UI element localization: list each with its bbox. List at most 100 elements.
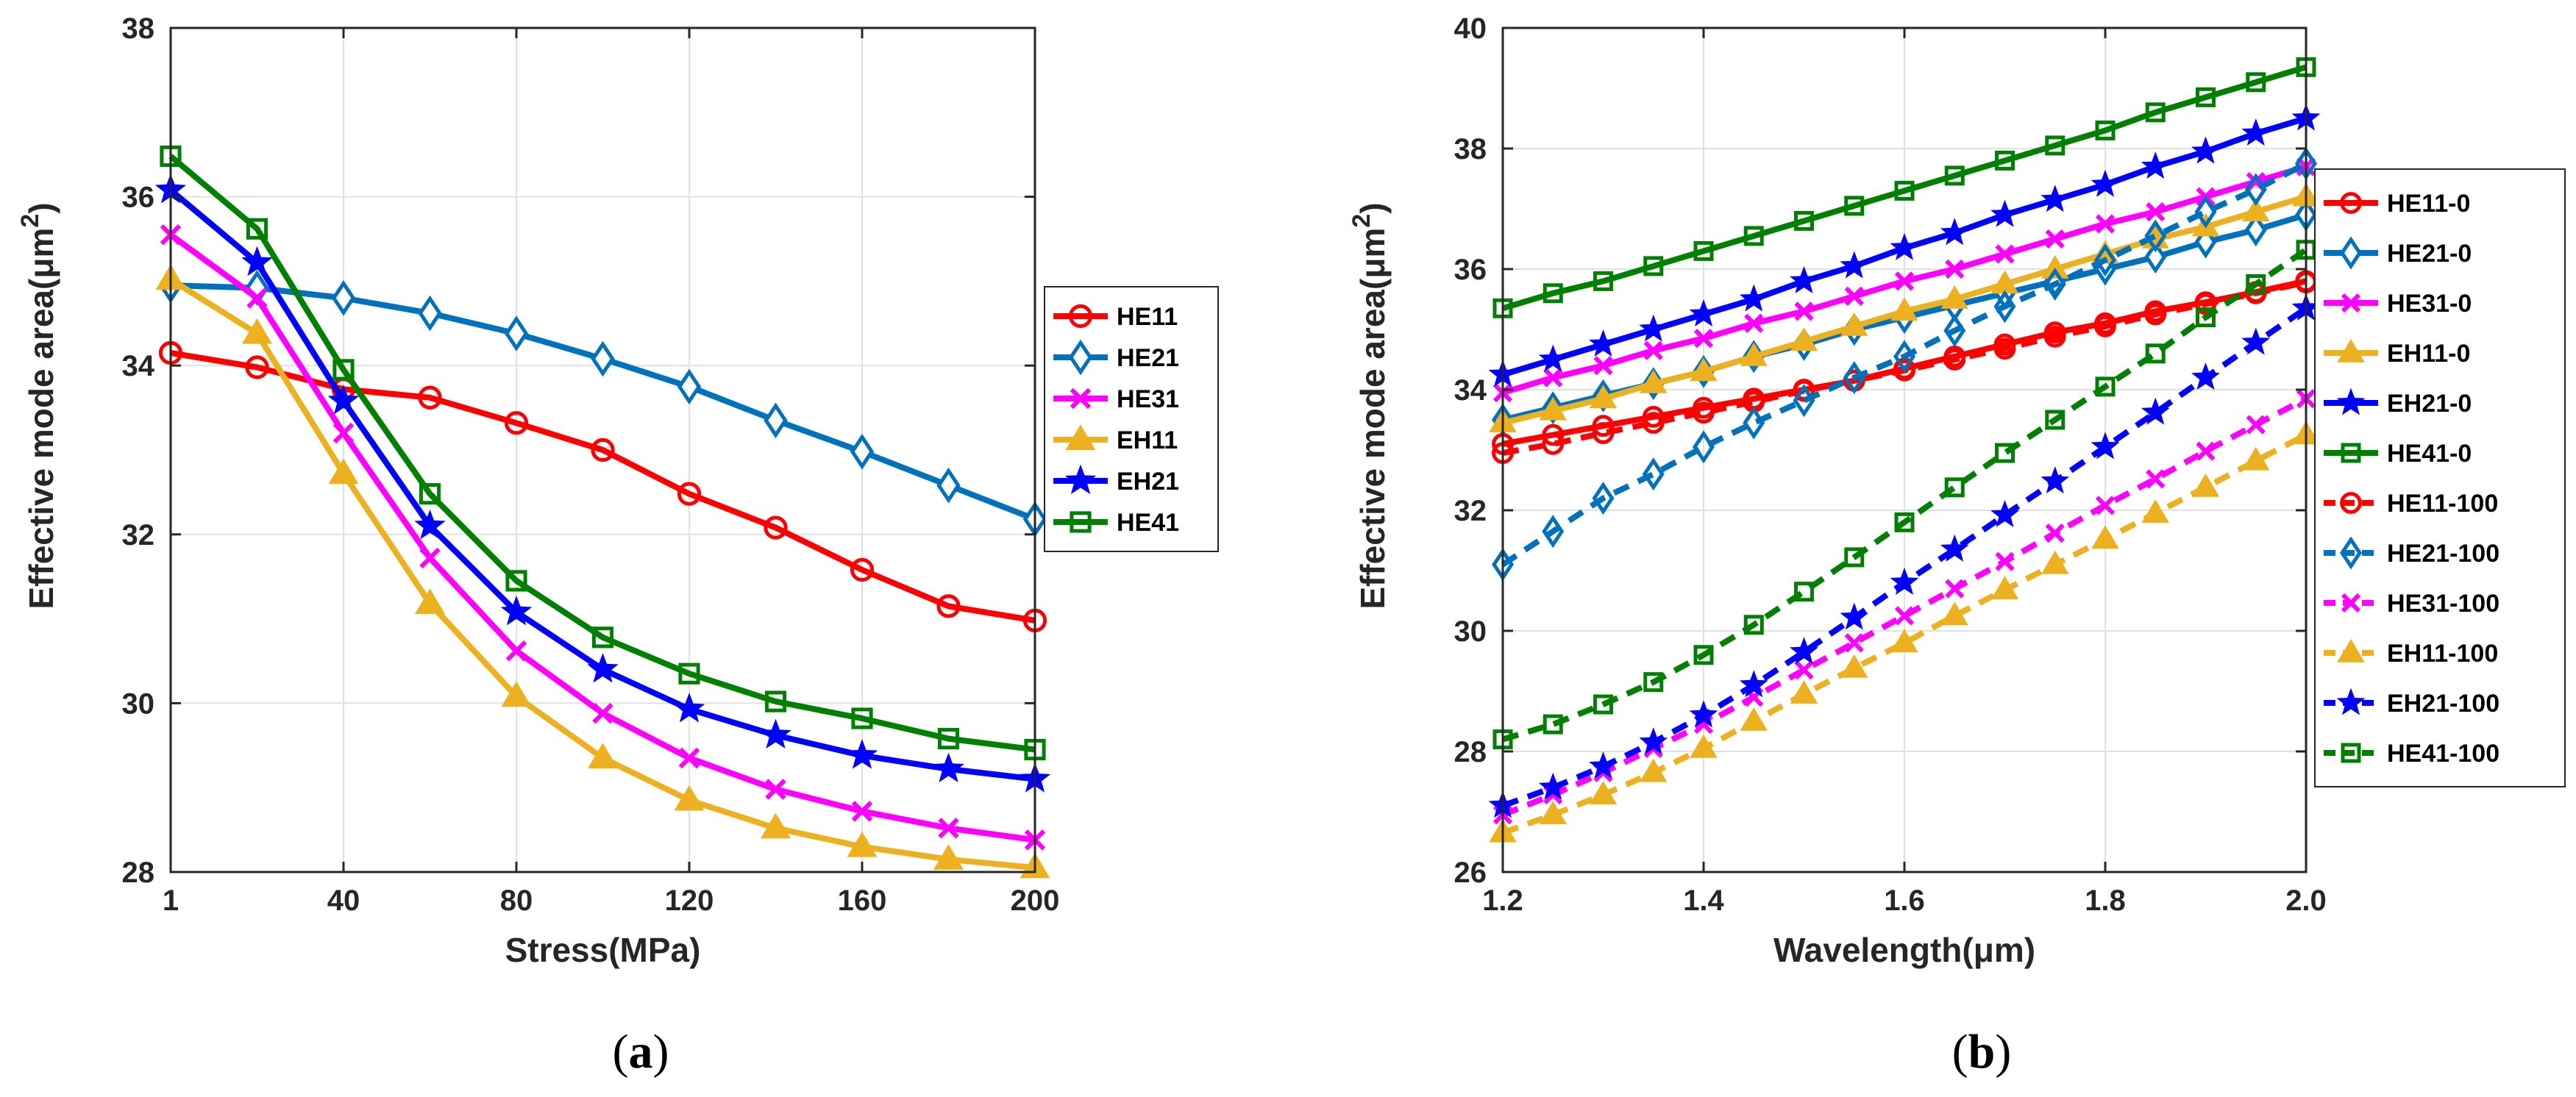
data-point	[588, 743, 618, 769]
data-point	[1589, 751, 1618, 779]
data-point	[1538, 772, 1568, 800]
legend-label: HE21	[1117, 344, 1179, 372]
series-line-he11	[170, 350, 1036, 623]
y-tick-label: 34	[1454, 374, 1487, 407]
data-point	[2246, 72, 2266, 93]
data-point	[591, 437, 615, 462]
data-point	[1940, 601, 1968, 626]
data-point	[2196, 441, 2216, 461]
x-tick-label: 160	[838, 885, 887, 917]
y-axis-label: Effective mode area(μm2)	[1348, 202, 1392, 609]
y-tick-label: 38	[1454, 133, 1487, 165]
y-tick-label: 38	[122, 12, 155, 45]
chart-b: 1.2 1.4 1.6 1.8 2.0 26 28 30 32 34 36 38 40 Wavelengt…	[1348, 12, 2566, 969]
legend-swatch-marker	[2341, 743, 2361, 763]
data-point	[500, 596, 533, 626]
data-point	[1640, 758, 1668, 782]
data-point	[1639, 727, 1668, 755]
x-tick-label: 1	[163, 885, 179, 917]
x-axis-label: Wavelength(μm)	[1773, 931, 2035, 969]
data-point	[1944, 477, 1965, 498]
y-tick-label: 28	[1454, 736, 1487, 768]
data-point	[933, 752, 964, 783]
data-point	[587, 653, 619, 683]
data-point	[2146, 469, 2166, 489]
data-point	[1542, 424, 1565, 446]
data-point	[2146, 201, 2166, 222]
y-tick-label: 36	[122, 182, 155, 214]
legend-label: HE21-100	[2387, 540, 2499, 568]
data-point	[2241, 327, 2271, 355]
data-point	[1743, 406, 1765, 440]
data-point	[1890, 297, 1918, 321]
data-point	[1639, 314, 1668, 342]
series-line-he21-100	[1501, 160, 2308, 568]
data-point	[1642, 457, 1665, 491]
y-axis-label-close: )	[22, 202, 60, 213]
data-point	[1692, 430, 1715, 464]
data-point	[933, 844, 964, 870]
data-point	[2045, 524, 2065, 543]
data-point	[1995, 150, 2015, 171]
legend-label: HE11-100	[2387, 490, 2498, 518]
data-point	[1840, 654, 1868, 678]
data-point	[1739, 284, 1768, 312]
data-point	[678, 662, 700, 685]
data-point	[1542, 432, 1565, 455]
x-tick-label: 80	[500, 885, 533, 917]
data-point	[332, 422, 355, 444]
data-point	[2091, 169, 2120, 197]
legend: HE11-0 HE21-0 HE31-0 EH11-0 EH21-0 HE41-0 HE11…	[2314, 168, 2566, 787]
y-axis-label-main: Effective mode area(μm	[22, 228, 60, 610]
data-point	[1690, 357, 1718, 382]
data-point	[846, 739, 878, 769]
data-point	[1740, 707, 1768, 731]
data-point	[1894, 271, 1915, 291]
series-he21	[158, 267, 1047, 537]
legend-box	[1044, 286, 1219, 552]
data-point	[1990, 576, 2019, 600]
data-point	[936, 467, 961, 504]
data-point	[1840, 312, 1868, 336]
series-he21-100	[1491, 146, 2318, 582]
data-point	[2191, 473, 2220, 497]
data-point	[2040, 185, 2070, 212]
data-point	[1640, 369, 1668, 393]
data-point	[1995, 551, 2015, 571]
data-point	[1739, 670, 1768, 698]
data-point	[501, 681, 532, 707]
legend-label: EH11-0	[2387, 340, 2470, 368]
data-point	[677, 482, 702, 506]
panel-b-open: (	[1952, 1025, 1968, 1079]
data-point	[1642, 412, 1665, 434]
data-point	[851, 707, 873, 729]
data-point	[1543, 283, 1563, 304]
data-point	[1943, 349, 1966, 371]
series-he41-0	[1492, 57, 2316, 318]
data-point	[1844, 547, 1865, 568]
data-point	[2095, 214, 2116, 234]
x-tick-label: 200	[1011, 885, 1060, 917]
data-point	[1589, 385, 1618, 409]
series-line-eh11-100	[1501, 432, 2308, 836]
data-point	[419, 547, 441, 569]
data-point	[1945, 259, 1965, 279]
data-point	[2191, 136, 2220, 164]
legend-label: HE11-0	[2387, 190, 2470, 218]
legend-swatch-marker	[2337, 339, 2365, 362]
panel-a-open: (	[613, 1025, 629, 1079]
data-point	[1539, 801, 1567, 824]
legend: HE11 HE21 HE31 EH11 EH21 HE41	[1044, 286, 1219, 552]
data-point	[2244, 173, 2267, 207]
data-point	[418, 295, 442, 332]
data-point	[1693, 401, 1715, 424]
data-point	[241, 246, 273, 276]
legend-label: HE31-0	[2387, 290, 2472, 318]
data-point	[673, 693, 705, 723]
data-point	[2144, 219, 2167, 253]
legend-swatch-marker	[1068, 339, 1093, 376]
x-tick-label: 120	[665, 885, 714, 917]
legend-swatch-marker	[1064, 464, 1097, 495]
data-point	[1844, 286, 1864, 307]
x-tick-label: 1.4	[1683, 885, 1724, 917]
